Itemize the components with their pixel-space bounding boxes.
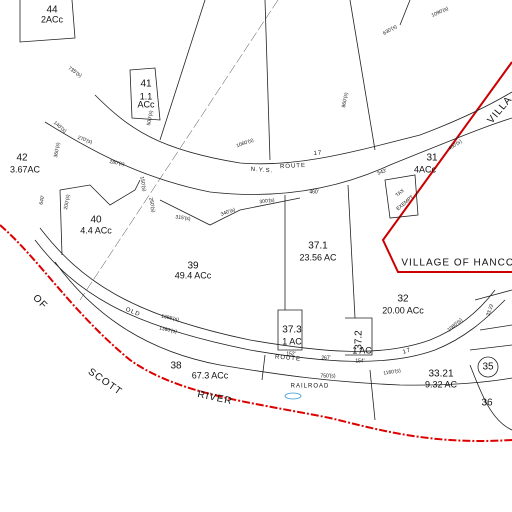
parcel-line [129,67,161,121]
parcel-area: ACc [137,99,155,109]
parcel-area: 1.1 [140,91,153,101]
dimension: 860'(s) [341,92,350,108]
parcel-area: 23.56 AC [299,252,337,262]
dimension: 200'(s) [63,194,72,210]
road-edge [94,91,512,165]
dimension: 750'(s) [320,373,335,379]
dimension: 280'(s) [109,159,125,168]
tax-exempt-label: TAX [395,188,407,199]
parcel-area: 2ACc [41,14,64,24]
parcel-line [159,0,206,141]
road-label: 17 [402,347,412,355]
road-label: 17 [313,150,322,157]
dimension: 1360'(s) [159,326,178,336]
dimension: 152' [286,351,295,357]
road-label: N.Y.S. [250,167,273,175]
road-label: OLD [125,307,141,318]
dimension: 154' [355,358,364,364]
dimension: 340'(s) [220,207,237,218]
parcel-line [159,197,301,226]
village-boundary [381,61,512,273]
dimension: 267' [321,355,330,361]
parcel-number: 36 [481,398,493,409]
parcel-number: 37.3 [282,325,302,336]
parcel-area: 1 AC [282,336,302,346]
dimension: 315'(s) [175,214,191,222]
parcel-line [59,179,141,206]
parcel-number: 40 [90,215,102,226]
road-edge [39,227,496,352]
dimension: 360'(s) [53,142,62,158]
parcel-line [469,289,512,351]
parcel-area: 4.4 ACc [80,225,112,235]
parcel-number: 41 [140,79,152,90]
parcel-line [277,309,303,351]
parcel-number: 39 [187,261,199,272]
dimension: 460' [309,189,318,195]
dimension: 270'(s) [77,135,94,146]
river-line [0,224,512,442]
parcel-line [477,356,499,378]
parcel-line [59,189,63,256]
parcel-area: 1 AC [352,345,372,355]
parcel-number: 33.21 [428,369,453,380]
dimension: 543' [377,168,388,177]
railroad-line [54,261,512,386]
parcel-line [469,364,512,431]
pond [284,392,302,400]
parcel-line [347,184,356,319]
parcel-number: 44 [46,5,58,16]
parcel-area: 4ACc [414,164,437,174]
parcel-number: 33.22 [485,303,495,317]
parcel-line [384,174,419,219]
parcel-area: 9.32 AC [425,379,458,389]
parcel-number: 31 [426,153,438,164]
parcel-number: 32 [397,294,409,305]
parcel-area: 67.3 ACc [192,370,229,380]
parcel-line [264,0,271,161]
parcel-line [79,0,279,301]
parcel-line [349,0,376,151]
parcel-number: 37.1 [308,241,328,252]
dimension: 500'(s) [146,110,155,126]
parcel-number: 38 [170,361,182,372]
road-edge [34,239,506,362]
parcel-number: 35 [482,362,494,373]
parcel-number: 37.2 [354,330,365,350]
parcel-line [261,354,266,381]
rail-label: RAILROAD [291,384,330,390]
road-label: ROUTE [275,354,301,362]
road-edge [44,117,512,195]
dimension: 1060'(s) [236,137,255,149]
dimension: 1160'(s) [383,368,402,377]
road-label: ROUTE [280,163,306,170]
dimension-labels: 735'(s) 630'(s) 1090'(s) 860'(s) 1060'(s… [39,6,465,380]
parcel-area: 49.4 ACc [175,270,212,280]
parcel-area: 20.00 ACc [382,305,424,315]
dimension: 250'(s) [147,197,156,213]
dimension: 1395'(s) [161,314,180,324]
parcel-line [369,369,376,421]
parcel-area: 3.67AC [10,164,41,174]
dimension: 300'(s) [259,197,275,205]
dimension: 640' [39,195,47,205]
parcel-number: 42 [16,153,28,164]
parcel-line [345,317,373,356]
parcel-line [19,0,76,43]
village-label: VILLAGE OF HANCO [401,258,512,269]
dimension: 150'(s) [138,176,147,192]
parcel-line [399,0,411,26]
